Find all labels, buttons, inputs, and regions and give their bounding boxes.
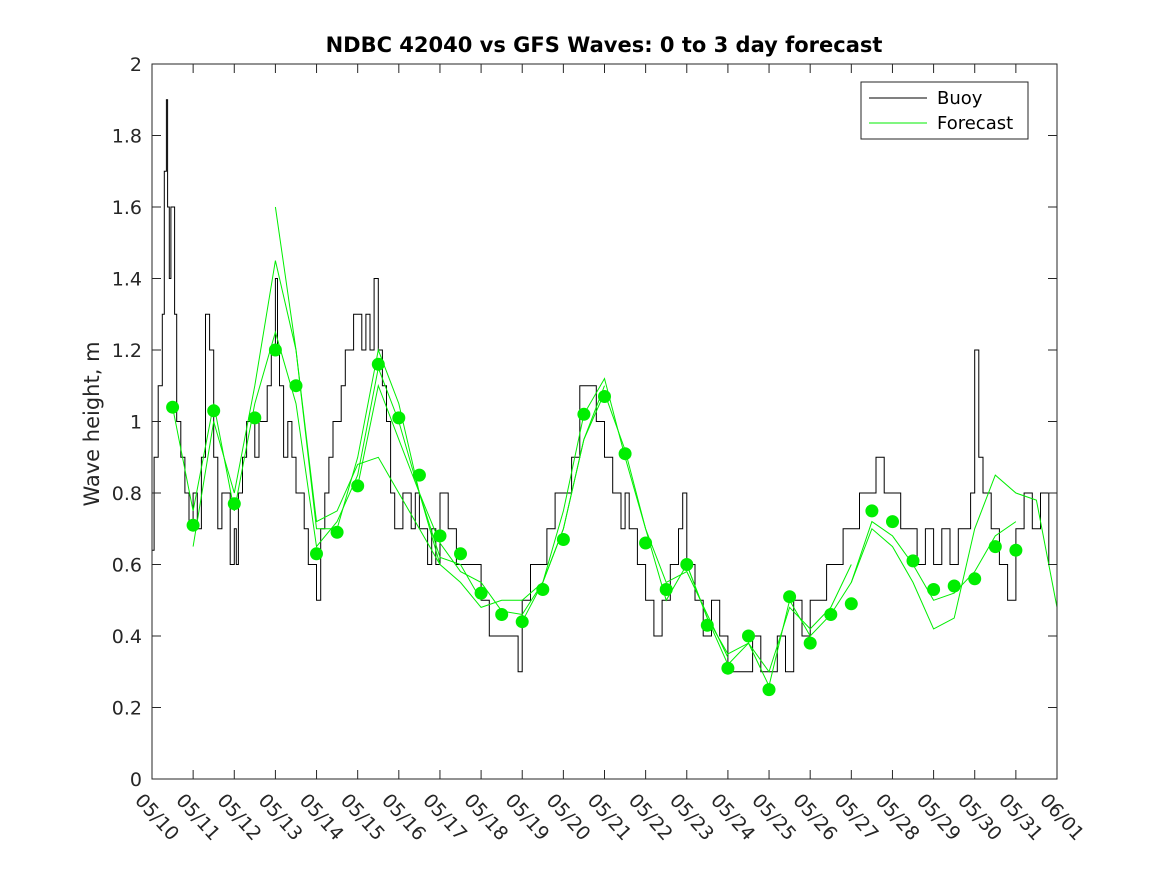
forecast-marker: [268, 343, 282, 357]
forecast-marker: [310, 547, 323, 561]
forecast-marker: [392, 411, 406, 425]
y-tick-label: 1.4: [112, 269, 142, 291]
forecast-marker: [412, 468, 426, 482]
y-tick-label: 0: [130, 769, 142, 791]
forecast-marker: [906, 554, 920, 568]
forecast-marker: [988, 540, 1002, 554]
y-tick-label: 1: [130, 412, 142, 434]
forecast-marker: [598, 390, 611, 403]
forecast-marker: [639, 536, 653, 550]
forecast-marker: [577, 407, 591, 421]
x-tick-label: 05/27: [830, 790, 883, 845]
x-tick-label: 05/16: [377, 790, 430, 845]
x-tick-label: 05/17: [418, 790, 471, 845]
forecast-marker: [927, 583, 941, 596]
x-tick-label: 05/23: [665, 790, 718, 845]
forecast-marker: [536, 583, 550, 596]
forecast-line: [850, 474, 1058, 630]
forecast-marker: [762, 683, 776, 697]
forecast-marker: [207, 404, 221, 418]
forecast-marker: [824, 608, 838, 621]
legend-box: [860, 81, 1029, 140]
x-tick-label: 05/21: [583, 790, 636, 845]
forecast-marker: [659, 583, 673, 596]
forecast-marker: [227, 497, 241, 511]
forecast-marker: [1009, 543, 1023, 557]
legend-forecast-label: Forecast: [937, 113, 1013, 134]
chart-title: NDBC 42040 vs GFS Waves: 0 to 3 day fore…: [326, 33, 883, 57]
forecast-marker: [803, 636, 817, 650]
y-tick-label: 1.8: [112, 126, 142, 148]
forecast-marker: [947, 579, 961, 593]
forecast-marker: [618, 447, 632, 461]
forecast-marker: [865, 504, 879, 518]
x-tick-label: 05/12: [213, 790, 266, 845]
x-tick-label: 05/31: [994, 790, 1047, 845]
forecast-marker: [783, 590, 797, 604]
forecast-marker: [886, 515, 899, 529]
forecast-marker: [700, 618, 714, 632]
forecast-markers: [166, 343, 1023, 697]
x-tick-label: 05/11: [171, 790, 224, 845]
forecast-marker: [330, 525, 344, 539]
plot-frame: [151, 63, 1058, 780]
forecast-marker: [474, 586, 488, 600]
forecast-marker: [556, 533, 570, 546]
forecast-marker: [721, 661, 735, 675]
forecast-marker: [248, 411, 262, 425]
forecast-marker: [433, 529, 447, 543]
x-tick-label: 05/18: [459, 790, 512, 845]
y-tick-label: 0.8: [112, 483, 142, 505]
forecast-marker: [680, 558, 694, 571]
forecast-marker: [515, 615, 529, 629]
y-tick-label: 0.6: [112, 555, 142, 577]
x-tick-label: 05/19: [501, 790, 554, 845]
y-tick-label: 0.2: [112, 698, 142, 720]
x-tick-label: 05/24: [706, 790, 759, 845]
legend: Buoy Forecast: [860, 81, 1029, 140]
x-tick-label: 05/26: [788, 790, 841, 845]
forecast-marker: [371, 357, 385, 371]
forecast-marker: [968, 572, 982, 586]
x-tick-label: 05/29: [912, 790, 965, 845]
x-tick-label: 05/14: [295, 790, 348, 845]
x-tick-label: 05/28: [871, 790, 924, 845]
forecast-marker: [166, 400, 180, 414]
x-tick-label: 05/22: [624, 790, 677, 845]
x-tick-label: 05/10: [130, 790, 183, 845]
forecast-marker: [844, 597, 858, 611]
y-tick-label: 0.4: [112, 626, 142, 648]
y-tick-label: 1.6: [112, 197, 142, 219]
legend-buoy-label: Buoy: [937, 88, 983, 109]
forecast-marker: [742, 629, 755, 643]
x-tick-label: 06/01: [1035, 790, 1088, 845]
forecast-marker: [351, 479, 365, 493]
forecast-marker: [289, 379, 303, 393]
y-tick-label: 2: [130, 54, 142, 76]
x-tick-label: 05/30: [953, 790, 1006, 845]
x-tick-label: 05/13: [254, 790, 307, 845]
x-tick-label: 05/15: [336, 790, 389, 845]
forecast-marker: [495, 608, 509, 621]
x-tick-label: 05/20: [542, 790, 595, 845]
y-axis-label: Wave height, m: [80, 341, 104, 506]
forecast-marker: [186, 518, 200, 532]
x-tick-label: 05/25: [747, 790, 800, 845]
y-tick-label: 1.2: [112, 340, 142, 362]
forecast-marker: [454, 547, 467, 561]
